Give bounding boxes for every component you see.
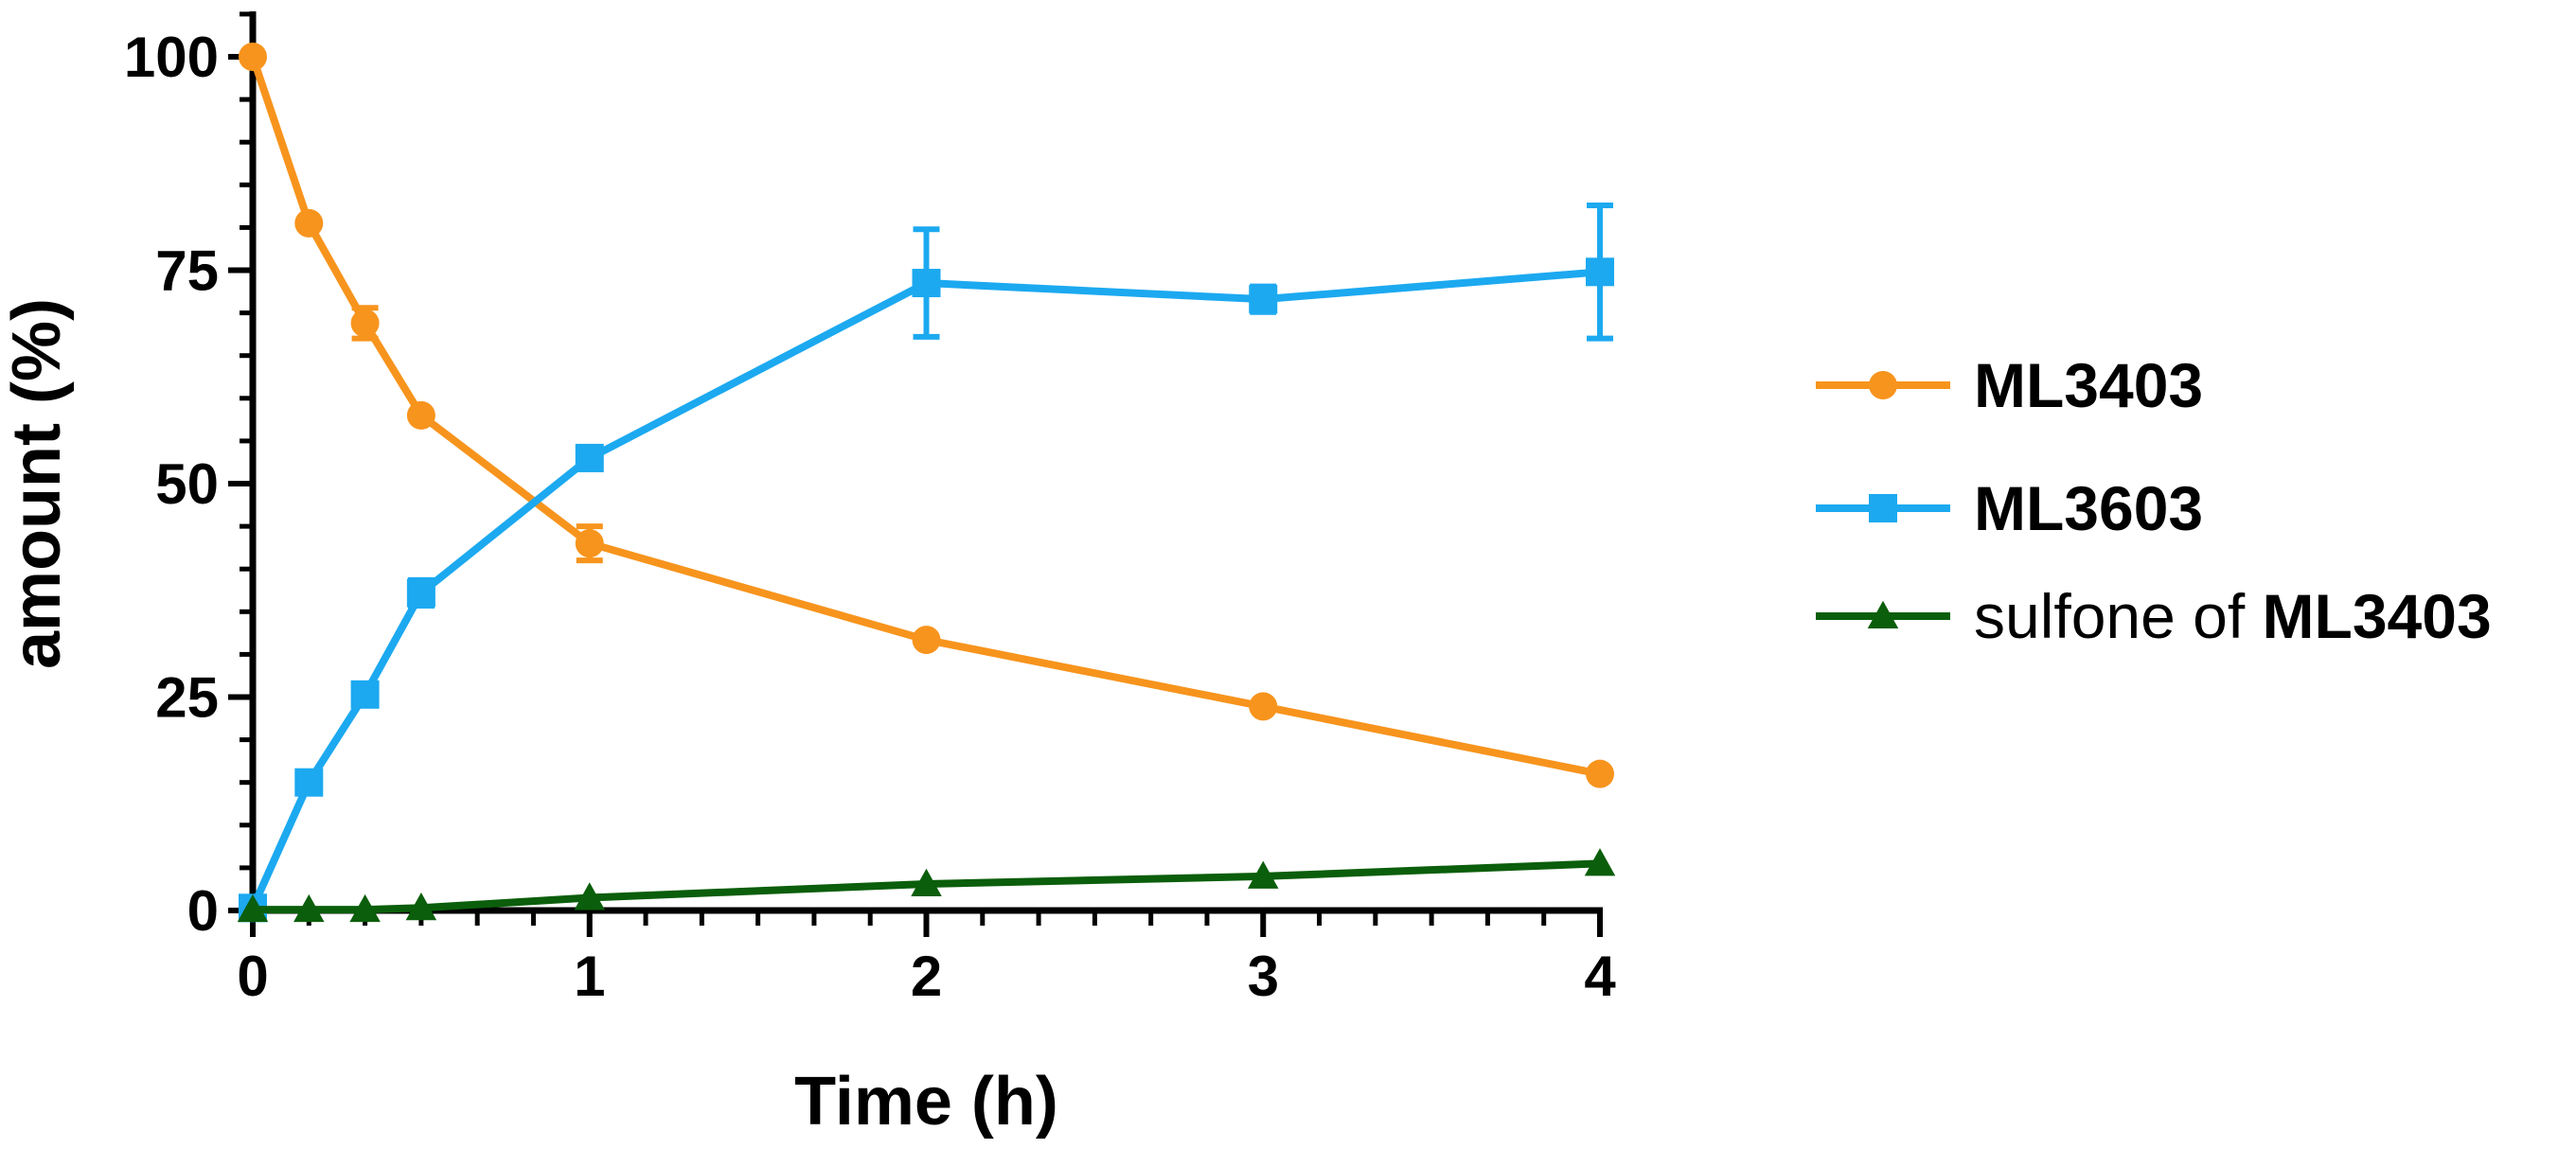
data-point <box>911 868 942 897</box>
series-2 <box>239 202 1614 923</box>
legend-item: ML3603 <box>1816 473 2203 543</box>
data-point <box>237 893 269 923</box>
x-tick-label: 1 <box>574 945 605 1008</box>
legend-label: sulfone of ML3403 <box>1974 581 2492 651</box>
y-axis-label: amount (%) <box>0 298 75 669</box>
axes: 0 25 50 75 100 0 1 2 3 4 <box>124 11 1616 1008</box>
data-point <box>294 208 324 238</box>
data-point <box>912 269 941 298</box>
y-tick-label: 100 <box>124 26 219 89</box>
legend: ML3403 ML3603 sulfone of ML3403 <box>1816 350 2492 651</box>
legend-label: ML3403 <box>1974 350 2203 420</box>
data-point <box>1584 848 1616 876</box>
y-tick-label: 25 <box>155 666 219 730</box>
y-tick-label: 0 <box>187 879 219 943</box>
data-point <box>406 578 435 608</box>
legend-swatch-marker <box>1869 371 1897 399</box>
x-tick-label: 0 <box>237 945 268 1008</box>
legend-item: sulfone of ML3403 <box>1816 581 2492 651</box>
y-tick-label: 75 <box>155 239 219 303</box>
legend-swatch-marker <box>1867 600 1899 628</box>
data-point <box>1248 860 1279 889</box>
x-tick-label: 4 <box>1584 945 1616 1008</box>
data-point <box>575 529 604 558</box>
legend-label: ML3603 <box>1974 473 2203 543</box>
data-point <box>574 882 605 910</box>
series-line <box>249 268 1601 910</box>
data-point <box>1586 257 1614 287</box>
series-3 <box>237 848 1616 923</box>
data-point <box>1249 285 1278 314</box>
series-1 <box>239 43 1614 788</box>
legend-item: ML3403 <box>1816 350 2203 420</box>
data-point <box>349 893 381 923</box>
data-point <box>912 626 941 655</box>
data-point <box>1586 759 1614 788</box>
data-point <box>350 309 380 338</box>
data-point <box>575 443 604 472</box>
y-tick-label: 50 <box>155 452 219 516</box>
series-layer <box>237 43 1616 923</box>
x-axis-label: Time (h) <box>794 1064 1058 1140</box>
series-line <box>249 55 1601 778</box>
legend-swatch-marker <box>1869 494 1897 522</box>
x-tick-label: 3 <box>1248 945 1279 1008</box>
data-point <box>294 768 324 797</box>
data-point <box>405 893 437 921</box>
data-point <box>1249 692 1278 721</box>
data-point <box>293 893 325 923</box>
data-point <box>239 43 267 71</box>
series-line <box>253 859 1601 914</box>
data-point <box>406 400 435 430</box>
x-tick-label: 2 <box>911 945 942 1008</box>
data-point <box>350 680 380 709</box>
